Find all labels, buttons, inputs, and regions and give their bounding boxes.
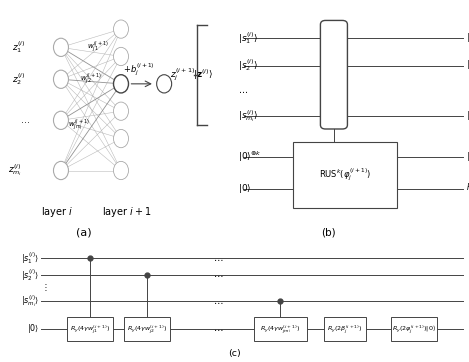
Text: (b): (b) bbox=[321, 227, 336, 237]
Text: $|s_2^{(i)}\rangle$: $|s_2^{(i)}\rangle$ bbox=[238, 58, 258, 73]
Text: $|0\rangle$: $|0\rangle$ bbox=[238, 182, 252, 195]
FancyBboxPatch shape bbox=[254, 317, 307, 341]
FancyBboxPatch shape bbox=[324, 317, 366, 341]
Text: layer $i+1$: layer $i+1$ bbox=[102, 205, 151, 219]
Text: $w_{jm_i}^{(i+1)}$: $w_{jm_i}^{(i+1)}$ bbox=[68, 117, 91, 132]
Text: $|s_{m_i}^{(i)}\rangle$: $|s_{m_i}^{(i)}\rangle$ bbox=[238, 108, 258, 124]
Circle shape bbox=[53, 38, 68, 56]
Text: $|s_1^{(i)}\rangle$: $|s_1^{(i)}\rangle$ bbox=[466, 30, 469, 46]
FancyBboxPatch shape bbox=[124, 317, 170, 341]
Circle shape bbox=[113, 102, 129, 120]
Text: $|s_1^{(i)}\rangle$: $|s_1^{(i)}\rangle$ bbox=[238, 30, 258, 46]
Text: $|0\rangle^{\otimes k}$: $|0\rangle^{\otimes k}$ bbox=[466, 150, 469, 164]
Circle shape bbox=[113, 130, 129, 148]
Text: (a): (a) bbox=[76, 227, 91, 237]
Text: $z_{m_i}^{(i)}$: $z_{m_i}^{(i)}$ bbox=[8, 163, 23, 178]
Circle shape bbox=[113, 161, 129, 180]
Text: $\cdots$: $\cdots$ bbox=[213, 324, 224, 333]
Circle shape bbox=[113, 47, 129, 66]
Text: $|s_{m_i}^{(i)}\rangle$: $|s_{m_i}^{(i)}\rangle$ bbox=[466, 108, 469, 124]
FancyBboxPatch shape bbox=[67, 317, 113, 341]
Text: layer $i$: layer $i$ bbox=[41, 205, 73, 219]
Circle shape bbox=[53, 161, 68, 180]
Text: $|s_2^{(i)}\rangle$: $|s_2^{(i)}\rangle$ bbox=[21, 267, 39, 282]
Text: $z_j^{(i+1)}$: $z_j^{(i+1)}$ bbox=[170, 67, 195, 83]
Text: $+b_j^{(i+1)}$: $+b_j^{(i+1)}$ bbox=[123, 62, 155, 78]
Text: $z_1^{(i)}$: $z_1^{(i)}$ bbox=[12, 39, 25, 55]
Circle shape bbox=[113, 20, 129, 38]
FancyBboxPatch shape bbox=[391, 317, 437, 341]
Circle shape bbox=[157, 75, 172, 93]
FancyBboxPatch shape bbox=[320, 20, 348, 129]
Text: $\cdots$: $\cdots$ bbox=[213, 253, 224, 262]
Text: $R_y(2\beta_j^{(i+1)})$: $R_y(2\beta_j^{(i+1)})$ bbox=[327, 323, 363, 336]
Text: RUS$^k(\varphi_j^{(i+1)})$: RUS$^k(\varphi_j^{(i+1)})$ bbox=[319, 167, 371, 183]
Text: $\cdots$: $\cdots$ bbox=[213, 296, 224, 306]
Circle shape bbox=[53, 70, 68, 88]
Text: $R_y(2\varphi_j^{(i+1)})|0\rangle$: $R_y(2\varphi_j^{(i+1)})|0\rangle$ bbox=[392, 323, 436, 336]
Text: $|s_{m_i}^{(i)}\rangle$: $|s_{m_i}^{(i)}\rangle$ bbox=[21, 293, 39, 309]
Text: $|0\rangle$: $|0\rangle$ bbox=[27, 322, 39, 335]
Text: $\ldots$: $\ldots$ bbox=[20, 116, 30, 125]
Text: $\cdots$: $\cdots$ bbox=[213, 270, 224, 279]
Text: $w_{j1}^{(i+1)}$: $w_{j1}^{(i+1)}$ bbox=[87, 39, 109, 55]
Text: (c): (c) bbox=[228, 349, 241, 358]
Text: $R_y(4\gamma w_{j1}^{(i+1)})$: $R_y(4\gamma w_{j1}^{(i+1)})$ bbox=[69, 323, 110, 336]
Text: $R_y(4\gamma w_{j2}^{(i+1)})$: $R_y(4\gamma w_{j2}^{(i+1)})$ bbox=[127, 323, 167, 336]
Text: $|s_2^{(i)}\rangle$: $|s_2^{(i)}\rangle$ bbox=[466, 58, 469, 73]
Text: $|\mathbf{z}^{(i)}\rangle$: $|\mathbf{z}^{(i)}\rangle$ bbox=[193, 68, 213, 82]
Circle shape bbox=[53, 111, 68, 130]
Text: $w_{j2}^{(i+1)}$: $w_{j2}^{(i+1)}$ bbox=[80, 71, 102, 87]
Text: $\vdots$: $\vdots$ bbox=[41, 282, 47, 293]
Circle shape bbox=[113, 75, 129, 93]
Text: $z_2^{(i)}$: $z_2^{(i)}$ bbox=[12, 71, 25, 87]
Text: $R_y(4\gamma w_{jm_i}^{(i+1)})$: $R_y(4\gamma w_{jm_i}^{(i+1)})$ bbox=[260, 323, 301, 336]
FancyBboxPatch shape bbox=[293, 142, 397, 208]
Text: $|0\rangle^{\otimes k}$: $|0\rangle^{\otimes k}$ bbox=[238, 150, 262, 164]
Text: $R_y(2q^{\circ k}(\varphi_j^{(i+1)}))|0\rangle$: $R_y(2q^{\circ k}(\varphi_j^{(i+1)}))|0\… bbox=[466, 181, 469, 197]
Text: $|s_1^{(i)}\rangle$: $|s_1^{(i)}\rangle$ bbox=[21, 250, 39, 266]
Text: $\cdots$: $\cdots$ bbox=[238, 86, 248, 95]
